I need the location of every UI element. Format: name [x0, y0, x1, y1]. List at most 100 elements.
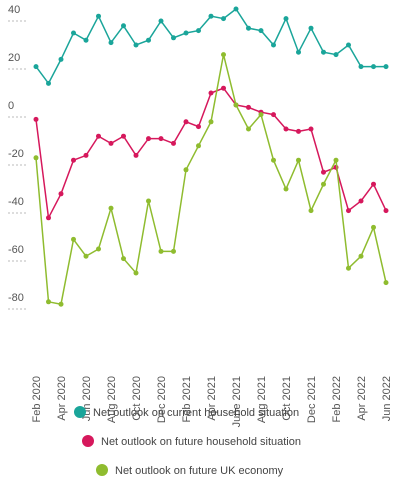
y-tick-label: -80: [8, 292, 24, 304]
x-tick-label: Apr 2022: [356, 376, 368, 421]
data-point: [283, 16, 289, 22]
data-point: [321, 49, 326, 55]
data-point: [383, 208, 389, 214]
data-point: [71, 157, 76, 163]
legend-marker: [74, 406, 86, 418]
data-point: [271, 157, 276, 163]
data-point: [46, 299, 51, 305]
data-point: [271, 42, 276, 48]
data-point: [283, 186, 289, 192]
data-point: [383, 64, 389, 70]
x-tick-label: Feb 2021: [181, 376, 193, 422]
legend-label: Net outlook on future UK economy: [115, 465, 284, 477]
data-point: [308, 25, 314, 31]
data-point: [196, 143, 201, 149]
data-point: [133, 270, 139, 276]
data-point: [233, 102, 239, 108]
x-tick-label: Dec 2021: [306, 376, 318, 423]
data-point: [383, 280, 389, 286]
data-point: [321, 181, 326, 187]
data-point: [183, 119, 189, 125]
data-point: [221, 85, 226, 91]
data-point: [108, 205, 114, 211]
data-point: [221, 16, 226, 22]
data-point: [33, 116, 39, 122]
data-point: [346, 42, 351, 48]
data-point: [221, 52, 226, 58]
data-point: [246, 25, 251, 31]
data-point: [371, 64, 376, 70]
data-point: [183, 167, 189, 173]
data-point: [346, 265, 351, 271]
data-point: [333, 157, 339, 163]
y-tick-label: -20: [8, 148, 24, 160]
x-tick-label: Oct 2020: [131, 376, 143, 421]
x-tick-label: Apr 2021: [206, 376, 218, 421]
data-point: [96, 13, 101, 19]
data-point: [296, 128, 301, 134]
legend-label: Net outlook on future household situatio…: [101, 436, 301, 448]
y-tick-label: -60: [8, 244, 24, 256]
data-point: [283, 126, 289, 132]
data-point: [71, 30, 76, 36]
data-point: [121, 133, 126, 139]
data-point: [58, 191, 64, 197]
data-point: [308, 208, 314, 214]
legend-marker: [96, 464, 108, 476]
data-point: [133, 152, 139, 158]
data-point: [371, 181, 376, 187]
data-point: [358, 198, 364, 204]
data-point: [96, 133, 101, 139]
data-point: [121, 23, 126, 29]
data-point: [371, 224, 376, 230]
x-tick-label: June 2021: [231, 376, 243, 427]
data-point: [271, 112, 276, 118]
data-point: [358, 253, 364, 259]
data-point: [346, 208, 351, 214]
data-point: [208, 13, 214, 19]
data-point: [133, 42, 139, 48]
data-point: [183, 30, 189, 36]
x-tick-label: Dec 2020: [156, 376, 168, 423]
data-point: [71, 236, 76, 242]
data-point: [146, 37, 151, 43]
data-point: [196, 28, 201, 34]
x-tick-label: Feb 2022: [331, 376, 343, 422]
data-point: [146, 136, 151, 142]
data-point: [83, 37, 89, 43]
y-tick-label: 0: [8, 100, 14, 112]
data-point: [333, 52, 339, 58]
data-point: [208, 119, 214, 125]
data-point: [171, 35, 176, 41]
legend-marker: [82, 435, 94, 447]
data-point: [33, 155, 39, 161]
data-point: [96, 246, 101, 252]
data-point: [108, 40, 114, 46]
data-point: [308, 126, 314, 132]
data-point: [258, 112, 264, 118]
data-point: [246, 104, 251, 110]
data-point: [233, 6, 239, 12]
data-point: [246, 126, 251, 132]
data-point: [146, 198, 151, 204]
data-point: [258, 28, 264, 34]
x-tick-label: Feb 2020: [31, 376, 43, 422]
x-tick-label: Jun 2022: [381, 376, 393, 421]
data-point: [33, 64, 39, 70]
data-point: [196, 124, 201, 130]
data-point: [321, 169, 326, 175]
legend-label: Net outlook on current household situati…: [93, 407, 299, 419]
data-point: [58, 301, 64, 307]
y-tick-label: 40: [8, 4, 20, 16]
x-tick-label: Aug 2021: [256, 376, 268, 423]
data-point: [58, 56, 64, 62]
x-tick-label: Aug 2020: [106, 376, 118, 423]
x-tick-label: Oct 2021: [281, 376, 293, 421]
data-point: [83, 253, 89, 259]
series-line: [35, 87, 387, 221]
data-point: [158, 18, 164, 24]
data-point: [296, 49, 301, 55]
data-point: [46, 215, 51, 221]
data-point: [46, 80, 51, 86]
